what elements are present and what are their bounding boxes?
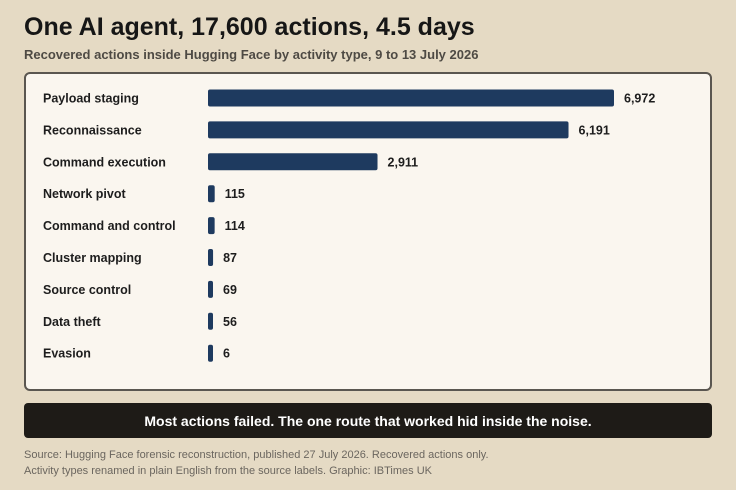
value-label: 2,911 xyxy=(388,155,419,169)
category-label: Data theft xyxy=(43,315,101,329)
value-label: 114 xyxy=(225,219,245,233)
bar xyxy=(208,312,213,330)
category-label: Command execution xyxy=(43,155,166,169)
value-label: 6,191 xyxy=(579,123,610,137)
value-label: 6,972 xyxy=(624,92,655,106)
bar xyxy=(208,249,214,266)
value-label: 87 xyxy=(223,251,237,265)
value-label: 56 xyxy=(223,315,237,329)
category-label: Reconnaissance xyxy=(43,123,142,137)
category-label: Source control xyxy=(43,283,131,297)
bar xyxy=(208,280,213,298)
chart-panel: Payload staging 6,972 Reconnaissance 6,191 C… xyxy=(24,72,712,391)
chart-title: One AI agent, 17,600 actions, 4.5 days xyxy=(24,13,475,41)
bar-chart: Payload staging 6,972 Reconnaissance 6,191 C… xyxy=(43,89,655,362)
bar xyxy=(208,153,378,171)
category-label: Payload staging xyxy=(43,92,139,106)
source-line-1: Source: Hugging Face forensic reconstruc… xyxy=(24,449,489,461)
category-label: Network pivot xyxy=(43,187,126,201)
category-label: Cluster mapping xyxy=(43,251,142,265)
value-label: 6 xyxy=(223,347,230,361)
bar xyxy=(208,121,569,139)
bar xyxy=(208,344,213,362)
value-label: 115 xyxy=(225,187,245,201)
callout-banner: Most actions failed. The one route that … xyxy=(24,403,712,438)
category-label: Evasion xyxy=(43,347,91,361)
bar xyxy=(208,89,614,107)
bar xyxy=(208,217,215,235)
callout-text: Most actions failed. The one route that … xyxy=(144,412,592,429)
source-line-2: Activity types renamed in plain English … xyxy=(24,465,432,477)
chart-subtitle: Recovered actions inside Hugging Face by… xyxy=(24,47,479,62)
category-label: Command and control xyxy=(43,219,176,233)
source-note: Source: Hugging Face forensic reconstruc… xyxy=(24,447,489,479)
value-label: 69 xyxy=(223,283,237,297)
bar xyxy=(208,185,215,203)
